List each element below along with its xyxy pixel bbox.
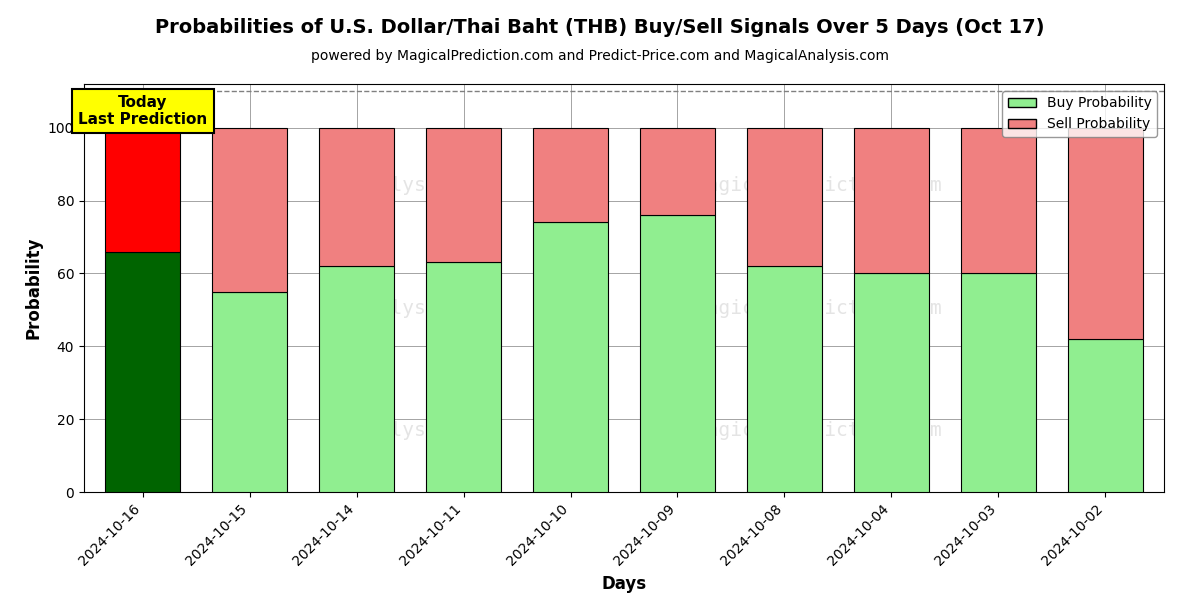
Bar xyxy=(746,128,822,266)
Text: powered by MagicalPrediction.com and Predict-Price.com and MagicalAnalysis.com: powered by MagicalPrediction.com and Pre… xyxy=(311,49,889,63)
Bar xyxy=(426,262,502,492)
Y-axis label: Probability: Probability xyxy=(24,237,42,339)
Text: calAnalysis.com: calAnalysis.com xyxy=(320,299,496,318)
Bar xyxy=(854,274,929,492)
Text: MagicaIPrediction.com: MagicaIPrediction.com xyxy=(695,176,942,196)
Bar xyxy=(533,223,608,492)
Text: MagicaIPrediction.com: MagicaIPrediction.com xyxy=(695,421,942,440)
Bar xyxy=(1068,128,1142,339)
Bar xyxy=(106,128,180,251)
Bar xyxy=(212,292,287,492)
Text: Probabilities of U.S. Dollar/Thai Baht (THB) Buy/Sell Signals Over 5 Days (Oct 1: Probabilities of U.S. Dollar/Thai Baht (… xyxy=(155,18,1045,37)
Text: Today
Last Prediction: Today Last Prediction xyxy=(78,95,208,127)
Bar xyxy=(533,128,608,223)
Text: calAnalysis.com: calAnalysis.com xyxy=(320,176,496,196)
Bar xyxy=(854,128,929,274)
Text: calAnalysis.com: calAnalysis.com xyxy=(320,421,496,440)
X-axis label: Days: Days xyxy=(601,575,647,593)
Bar xyxy=(1068,339,1142,492)
Bar xyxy=(212,128,287,292)
Bar xyxy=(426,128,502,262)
Bar xyxy=(319,128,394,266)
Bar xyxy=(746,266,822,492)
Bar xyxy=(106,251,180,492)
Text: MagicaIPrediction.com: MagicaIPrediction.com xyxy=(695,299,942,318)
Bar xyxy=(319,266,394,492)
Bar xyxy=(640,128,715,215)
Bar xyxy=(640,215,715,492)
Legend: Buy Probability, Sell Probability: Buy Probability, Sell Probability xyxy=(1002,91,1157,137)
Bar xyxy=(961,274,1036,492)
Bar xyxy=(961,128,1036,274)
